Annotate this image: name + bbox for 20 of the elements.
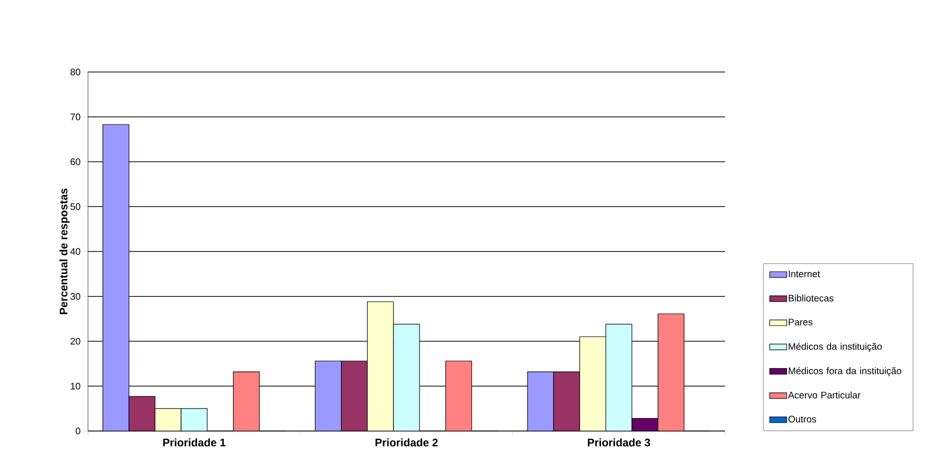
y-tick-label: 50 (70, 203, 80, 210)
x-tick-label: Prioridade 1 (163, 438, 226, 446)
legend-label: Médicos fora da instituição (788, 367, 902, 376)
y-tick-label: 10 (70, 382, 80, 390)
legend-label: Pares (788, 318, 812, 326)
y-tick-label: 20 (70, 338, 80, 345)
y-tick-label: 70 (70, 114, 80, 120)
legend-label: Médicos da instituição (788, 342, 882, 352)
y-tick-label: 80 (70, 68, 80, 76)
legend-label: Acervo Particular (788, 392, 860, 398)
legend-label: Bibliotecas (788, 294, 834, 302)
y-tick-label: 0 (76, 428, 80, 434)
legend-label: Internet (788, 270, 820, 278)
x-tick-label: Prioridade 3 (588, 438, 650, 446)
y-axis-title: Percentual de respostas (59, 188, 70, 314)
legend-label: Outros (788, 416, 816, 422)
y-tick-label: 40 (70, 248, 80, 255)
x-tick-label: Prioridade 2 (376, 438, 438, 446)
y-tick-label: 30 (70, 293, 80, 300)
y-tick-label: 60 (70, 158, 80, 166)
